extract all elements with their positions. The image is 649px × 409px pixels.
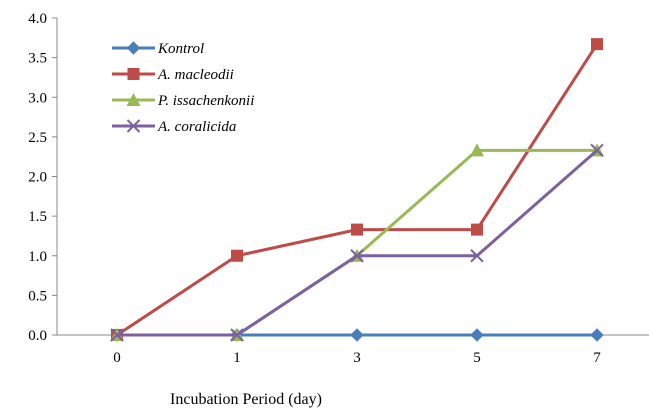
y-tick-label: 1.5 bbox=[28, 209, 47, 225]
legend-item-2: P. issachenkonii bbox=[112, 93, 254, 109]
legend-item-1: A. macleodii bbox=[112, 67, 234, 83]
data-point bbox=[110, 328, 124, 342]
series-1 bbox=[111, 38, 603, 341]
x-axis: 0 1 3 5 7 bbox=[57, 334, 649, 366]
legend: Kontrol A. macleodii P. issachenkonii A. co… bbox=[112, 41, 254, 135]
data-point bbox=[350, 328, 364, 342]
legend-item-0: Kontrol bbox=[112, 41, 204, 57]
legend-label: P. issachenkonii bbox=[157, 93, 254, 109]
data-point bbox=[590, 328, 604, 342]
series-line bbox=[116, 43, 599, 337]
y-axis: 0.0 0.5 1.0 1.5 2.0 2.5 3.0 3.5 4.0 bbox=[28, 11, 58, 344]
legend-swatch-marker bbox=[126, 41, 141, 55]
y-tick-label: 3.0 bbox=[28, 90, 47, 106]
legend-label: A. coralicida bbox=[157, 119, 236, 135]
y-tick-label: 1.0 bbox=[28, 249, 47, 265]
data-point bbox=[470, 249, 484, 263]
x-tick-label: 3 bbox=[353, 350, 361, 366]
series-layer bbox=[110, 38, 604, 342]
x-tick-label: 0 bbox=[113, 350, 121, 366]
legend-swatch-marker bbox=[126, 119, 141, 133]
x-tick-label: 5 bbox=[473, 350, 481, 366]
x-axis-title: Incubation Period (day) bbox=[170, 391, 322, 408]
data-point bbox=[470, 143, 484, 157]
data-point bbox=[351, 223, 363, 236]
x-marker-stroke bbox=[350, 249, 364, 263]
x-marker-stroke bbox=[126, 119, 141, 133]
legend-item-3: A. coralicida bbox=[112, 119, 236, 135]
legend-label: A. macleodii bbox=[157, 67, 234, 83]
data-point bbox=[470, 328, 484, 342]
x-marker-stroke bbox=[110, 328, 124, 342]
y-tick-label: 0.0 bbox=[28, 328, 47, 344]
x-marker-stroke bbox=[230, 328, 244, 342]
series-2 bbox=[110, 143, 604, 341]
data-point bbox=[350, 249, 364, 263]
x-marker-stroke bbox=[590, 143, 604, 158]
data-point bbox=[230, 328, 244, 342]
legend-swatch-marker bbox=[126, 93, 141, 106]
data-point bbox=[591, 38, 603, 51]
y-tick-label: 0.5 bbox=[28, 288, 47, 304]
legend-label: Kontrol bbox=[157, 41, 204, 57]
x-tick-label: 1 bbox=[233, 350, 241, 366]
x-tick-label: 7 bbox=[593, 350, 601, 366]
x-marker-stroke bbox=[470, 249, 484, 263]
y-tick-label: 3.5 bbox=[28, 51, 47, 67]
data-point bbox=[231, 249, 243, 262]
data-point bbox=[590, 143, 604, 158]
y-tick-label: 4.0 bbox=[28, 11, 47, 27]
series-line bbox=[117, 149, 598, 337]
series-3 bbox=[110, 143, 604, 342]
y-tick-label: 2.5 bbox=[28, 130, 47, 146]
legend-swatch-marker bbox=[127, 68, 140, 80]
series-line bbox=[117, 148, 597, 337]
y-tick-label: 2.0 bbox=[28, 170, 47, 186]
data-point bbox=[471, 223, 483, 236]
